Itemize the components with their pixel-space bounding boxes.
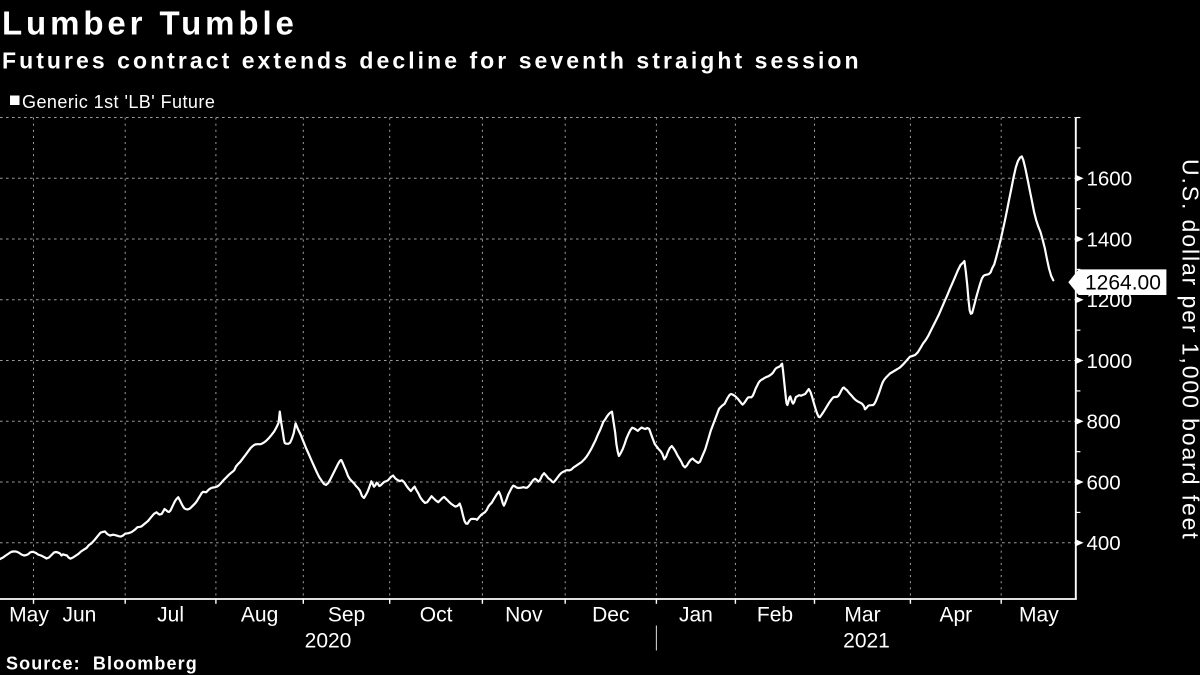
svg-text:Sep: Sep	[328, 604, 365, 627]
svg-text:2020: 2020	[305, 630, 352, 653]
svg-text:1200: 1200	[1087, 289, 1133, 312]
svg-text:Jan: Jan	[679, 604, 713, 627]
svg-text:Source: Bloomberg: Source: Bloomberg	[6, 654, 198, 674]
svg-text:2021: 2021	[843, 630, 890, 653]
svg-text:Aug: Aug	[241, 604, 278, 627]
svg-text:Mar: Mar	[844, 604, 880, 627]
svg-text:1400: 1400	[1087, 228, 1133, 251]
svg-text:Feb: Feb	[757, 604, 793, 627]
svg-text:Futures contract extends decli: Futures contract extends decline for sev…	[2, 48, 862, 74]
svg-text:Generic 1st 'LB' Future: Generic 1st 'LB' Future	[22, 92, 215, 112]
svg-text:1000: 1000	[1087, 350, 1133, 373]
svg-text:800: 800	[1087, 411, 1121, 434]
svg-text:Jul: Jul	[157, 604, 184, 627]
svg-text:May: May	[9, 604, 49, 627]
svg-text:Lumber Tumble: Lumber Tumble	[2, 5, 298, 42]
svg-text:400: 400	[1087, 532, 1121, 555]
svg-text:1600: 1600	[1087, 168, 1133, 191]
svg-text:May: May	[1019, 604, 1059, 627]
svg-text:1264.00: 1264.00	[1085, 271, 1161, 294]
svg-text:Oct: Oct	[420, 604, 453, 627]
svg-text:Nov: Nov	[505, 604, 543, 627]
svg-text:Jun: Jun	[62, 604, 96, 627]
svg-text:Apr: Apr	[939, 604, 972, 627]
svg-text:Dec: Dec	[592, 604, 629, 627]
svg-text:600: 600	[1087, 471, 1121, 494]
svg-text:U.S. dollar per 1,000 board fe: U.S. dollar per 1,000 board feet	[1178, 159, 1200, 541]
